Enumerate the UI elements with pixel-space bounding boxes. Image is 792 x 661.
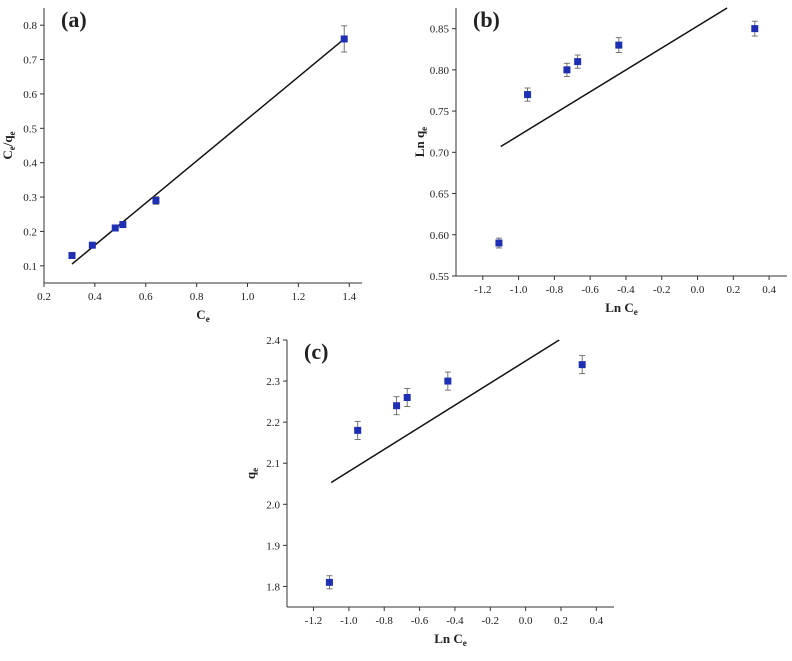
x-axis-title-main: Ln C xyxy=(434,631,463,646)
data-point xyxy=(751,25,759,33)
x-tick-label: 0.0 xyxy=(519,615,533,627)
y-tick-label: 1.9 xyxy=(266,540,280,552)
x-tick-label: 0.6 xyxy=(139,291,153,303)
x-tick-label: -1.0 xyxy=(510,284,528,296)
x-axis-title-subscript: e xyxy=(634,307,638,317)
x-tick-label: 0.2 xyxy=(554,615,568,627)
data-point xyxy=(574,58,582,66)
y-tick-label: 0.85 xyxy=(430,24,450,36)
x-tick-label: 0.2 xyxy=(726,284,740,296)
y-tick-label: 0.4 xyxy=(23,158,37,170)
x-tick-label: 1.0 xyxy=(241,291,255,303)
y-tick-label: 0.7 xyxy=(23,55,37,67)
x-tick-label: -0.4 xyxy=(617,284,635,296)
data-point xyxy=(111,224,119,232)
y-axis-title-main: q xyxy=(243,471,258,479)
y-tick-label: 2.0 xyxy=(266,499,280,511)
y-tick-label: 2.4 xyxy=(266,335,280,347)
x-tick-label: -0.8 xyxy=(376,615,394,627)
y-axis-title-subscript: e xyxy=(419,127,429,131)
x-tick-label: 0.4 xyxy=(589,615,603,627)
y-tick-label: 0.2 xyxy=(23,226,37,238)
x-axis-title-main: Ln C xyxy=(605,300,634,315)
y-tick-label: 0.70 xyxy=(430,147,450,159)
data-point xyxy=(152,197,160,204)
x-tick-label: -1.0 xyxy=(340,615,358,627)
x-tick-label: -0.6 xyxy=(581,284,599,296)
data-point xyxy=(119,221,127,229)
data-point xyxy=(563,66,571,74)
x-axis-title: Ln Ce xyxy=(605,300,638,317)
y-axis-title: Ce/qe xyxy=(0,131,17,159)
x-tick-label: 0.8 xyxy=(190,291,204,303)
x-tick-label: 0.4 xyxy=(762,284,776,296)
y-tick-label: 2.2 xyxy=(266,417,280,429)
y-tick-label: 0.3 xyxy=(23,192,37,204)
y-tick-label: 0.5 xyxy=(23,123,37,135)
x-tick-label: -0.4 xyxy=(446,615,464,627)
y-axis-title: qe xyxy=(243,468,260,479)
fit-line xyxy=(330,339,560,484)
x-tick-label: -1.2 xyxy=(305,615,322,627)
y-axis-title-subscript: e xyxy=(250,468,260,472)
y-tick-label: 0.1 xyxy=(23,261,37,273)
data-point xyxy=(403,394,411,402)
x-tick-label: 0.0 xyxy=(691,284,705,296)
x-tick-label: 1.2 xyxy=(292,291,306,303)
data-point xyxy=(615,41,623,49)
y-tick-label: 0.6 xyxy=(23,89,37,101)
y-axis-title-suffix-subscript: e xyxy=(7,131,17,135)
y-tick-label: 0.8 xyxy=(23,20,37,32)
x-tick-label: 0.4 xyxy=(88,291,102,303)
fit-line xyxy=(500,7,728,148)
data-point xyxy=(578,361,586,369)
x-axis-title: Ce xyxy=(196,307,209,324)
data-point xyxy=(68,252,76,259)
x-tick-label: -0.6 xyxy=(411,615,429,627)
x-axis-title-main: C xyxy=(196,307,205,322)
y-tick-label: 1.8 xyxy=(266,581,280,593)
data-point xyxy=(340,35,348,43)
x-tick-label: 0.2 xyxy=(37,291,51,303)
y-axis-title-main: Ln q xyxy=(412,130,427,157)
y-tick-label: 0.75 xyxy=(430,106,450,118)
x-tick-label: -0.2 xyxy=(482,615,499,627)
data-point xyxy=(354,426,362,434)
x-tick-label: -1.2 xyxy=(474,284,491,296)
panel-label: (c) xyxy=(304,339,328,364)
data-point xyxy=(524,91,532,99)
y-tick-label: 0.65 xyxy=(430,189,450,201)
y-tick-label: 0.55 xyxy=(430,271,450,283)
panel-b-isotherm-plot: -1.2 -1.0 -0.8 -0.6 -0.4 -0.2 0.0 0.2 0.4 0.55 0.6… xyxy=(412,7,787,317)
y-tick-label: 0.60 xyxy=(430,230,450,242)
y-tick-label: 0.80 xyxy=(430,65,450,77)
data-point xyxy=(88,241,96,249)
x-axis-title: Ln Ce xyxy=(434,631,467,648)
x-axis-title-subscript: e xyxy=(463,638,467,648)
y-axis-title: Ln qe xyxy=(412,127,429,157)
data-point xyxy=(444,377,452,385)
data-point xyxy=(393,402,401,410)
y-tick-label: 2.3 xyxy=(266,376,280,388)
panel-label: (b) xyxy=(473,7,500,32)
y-tick-label: 2.1 xyxy=(266,458,280,470)
x-tick-label: 1.4 xyxy=(342,291,356,303)
data-point xyxy=(325,578,333,586)
y-axis-title-suffix: /q xyxy=(0,135,15,148)
x-tick-label: -0.8 xyxy=(546,284,564,296)
data-point xyxy=(495,239,503,247)
panel-a-isotherm-plot: 0.2 0.4 0.6 0.8 1.0 1.2 1.4 0.1 0.2 0.3 0.4 0.5 0.6 0… xyxy=(0,7,362,324)
y-axis-title-main: C xyxy=(0,150,15,159)
x-tick-label: -0.2 xyxy=(653,284,670,296)
x-axis-title-subscript: e xyxy=(206,314,210,324)
panel-c-isotherm-plot: -1.2 -1.0 -0.8 -0.6 -0.4 -0.2 0.0 0.2 0.4 1.8 1.9 2… xyxy=(243,335,614,648)
y-axis-title-subscript: e xyxy=(7,146,17,150)
panel-label: (a) xyxy=(61,7,87,32)
